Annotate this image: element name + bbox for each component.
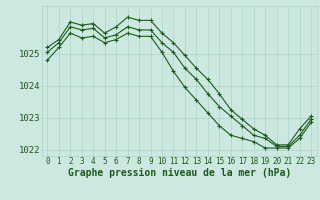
X-axis label: Graphe pression niveau de la mer (hPa): Graphe pression niveau de la mer (hPa): [68, 168, 291, 178]
